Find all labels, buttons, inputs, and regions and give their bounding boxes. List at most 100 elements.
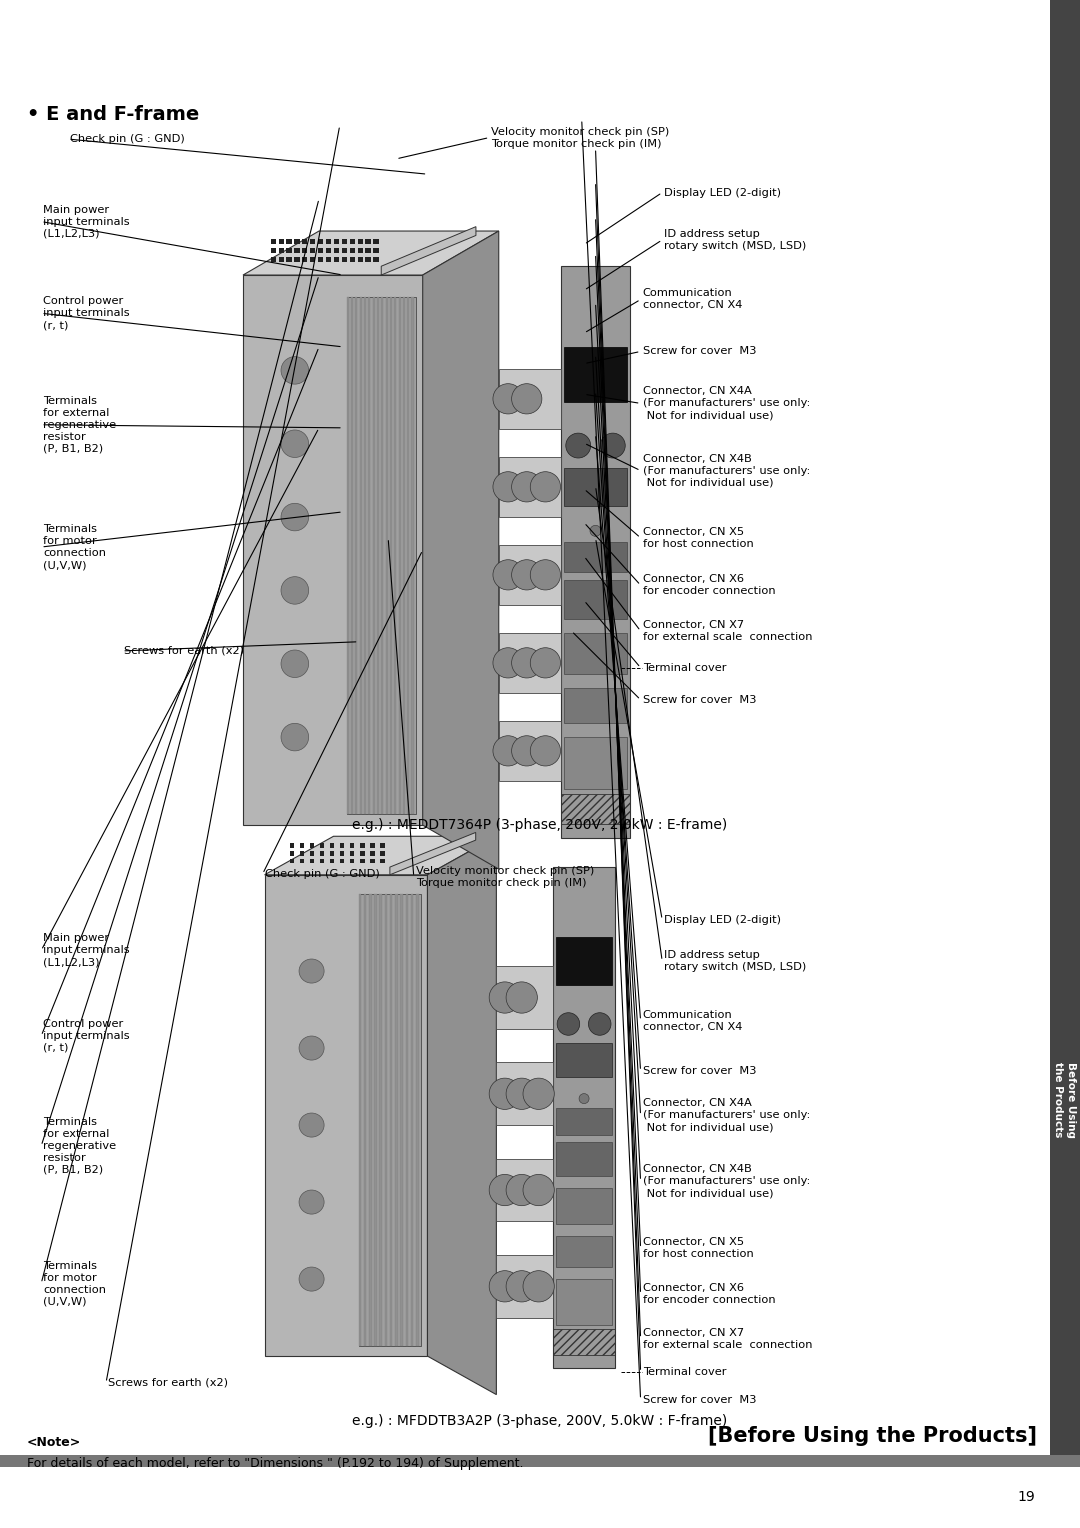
Text: Connector, CN X4B
(For manufacturers' use only:
 Not for individual use): Connector, CN X4B (For manufacturers' us… [643, 1164, 810, 1198]
Bar [357, 248, 363, 254]
Bar [553, 1329, 616, 1355]
Text: Connector, CN X5
for host connection: Connector, CN X5 for host connection [643, 527, 754, 549]
Circle shape [512, 559, 542, 590]
Text: Terminals
for motor
connection
(U,V,W): Terminals for motor connection (U,V,W) [43, 1261, 106, 1306]
Circle shape [512, 384, 542, 414]
Polygon shape [243, 231, 499, 275]
Bar [341, 238, 347, 244]
Circle shape [566, 432, 591, 458]
Ellipse shape [281, 356, 309, 384]
Text: Communication
connector, CN X4: Communication connector, CN X4 [643, 1010, 742, 1031]
Circle shape [530, 559, 561, 590]
Bar [360, 859, 365, 863]
Text: Screw for cover  M3: Screw for cover M3 [643, 347, 756, 356]
Circle shape [489, 1271, 521, 1302]
Bar [271, 248, 275, 254]
Ellipse shape [281, 429, 309, 457]
Bar [289, 843, 295, 848]
Text: Check pin (G : GND): Check pin (G : GND) [70, 134, 185, 144]
Bar [326, 257, 332, 261]
Bar [350, 238, 355, 244]
Circle shape [512, 648, 542, 678]
Bar [310, 248, 315, 254]
Bar [286, 257, 292, 261]
Bar [365, 238, 370, 244]
Bar [499, 544, 561, 605]
Bar [341, 248, 347, 254]
Circle shape [492, 559, 523, 590]
Bar [329, 851, 335, 856]
Circle shape [600, 432, 625, 458]
Bar [499, 368, 561, 429]
Bar [374, 257, 378, 261]
Bar [320, 859, 324, 863]
Bar [265, 874, 428, 1357]
Ellipse shape [281, 576, 309, 604]
Circle shape [489, 983, 521, 1013]
Bar [369, 859, 375, 863]
Bar [556, 1187, 612, 1224]
Text: Check pin (G : GND): Check pin (G : GND) [265, 869, 379, 879]
Bar [310, 851, 314, 856]
Bar [565, 468, 626, 506]
Bar [350, 859, 354, 863]
Bar [565, 542, 626, 571]
Bar [302, 257, 308, 261]
Bar [341, 257, 347, 261]
Bar [368, 296, 370, 814]
Bar [295, 238, 299, 244]
Circle shape [507, 1175, 538, 1206]
Bar [340, 843, 345, 848]
Text: ID address setup
rotary switch (MSD, LSD): ID address setup rotary switch (MSD, LSD… [664, 229, 807, 251]
Bar [0, 1455, 1080, 1467]
Bar [556, 1279, 612, 1325]
Circle shape [489, 1079, 521, 1109]
Circle shape [530, 735, 561, 766]
Bar [369, 894, 372, 1346]
Bar [334, 257, 339, 261]
Bar [380, 843, 384, 848]
Bar [279, 248, 284, 254]
Bar [295, 248, 299, 254]
Text: [Before Using the Products]: [Before Using the Products] [707, 1426, 1037, 1447]
Bar [565, 581, 626, 619]
Text: Terminals
for external
regenerative
resistor
(P, B1, B2): Terminals for external regenerative resi… [43, 396, 117, 454]
Bar [329, 843, 335, 848]
Bar [399, 296, 401, 814]
Bar [359, 894, 361, 1346]
Circle shape [557, 1013, 580, 1036]
Bar [326, 248, 332, 254]
Bar [340, 859, 345, 863]
Polygon shape [390, 833, 475, 874]
Circle shape [507, 983, 538, 1013]
Text: Connector, CN X7
for external scale  connection: Connector, CN X7 for external scale conn… [643, 620, 812, 642]
Text: ID address setup
rotary switch (MSD, LSD): ID address setup rotary switch (MSD, LSD… [664, 950, 807, 972]
Text: Control power
input terminals
(r, t): Control power input terminals (r, t) [43, 296, 130, 330]
Text: Before Using
the Products: Before Using the Products [1053, 1062, 1077, 1138]
Circle shape [492, 472, 523, 501]
Bar [390, 894, 392, 1346]
Text: Display LED (2-digit): Display LED (2-digit) [664, 915, 781, 924]
Circle shape [507, 1271, 538, 1302]
Circle shape [579, 1094, 589, 1103]
Text: Connector, CN X4A
(For manufacturers' use only:
 Not for individual use): Connector, CN X4A (For manufacturers' us… [643, 387, 810, 420]
Bar [416, 894, 419, 1346]
Text: Screws for earth (x2): Screws for earth (x2) [124, 646, 244, 656]
Bar [556, 937, 612, 986]
Text: e.g.) : MEDDT7364P (3-phase, 200V, 2.0kW : E-frame): e.g.) : MEDDT7364P (3-phase, 200V, 2.0kW… [352, 817, 728, 833]
Ellipse shape [299, 1267, 324, 1291]
Bar [334, 238, 339, 244]
Bar [394, 296, 396, 814]
Text: Main power
input terminals
(L1,L2,L3): Main power input terminals (L1,L2,L3) [43, 205, 130, 238]
Bar [381, 296, 383, 814]
Bar [406, 894, 408, 1346]
Bar [374, 248, 378, 254]
Text: Terminal cover: Terminal cover [643, 663, 726, 672]
Polygon shape [381, 226, 476, 275]
Bar [561, 793, 630, 824]
Bar [556, 1236, 612, 1267]
Bar [286, 238, 292, 244]
Bar [401, 894, 403, 1346]
Bar [299, 843, 305, 848]
Circle shape [492, 384, 523, 414]
